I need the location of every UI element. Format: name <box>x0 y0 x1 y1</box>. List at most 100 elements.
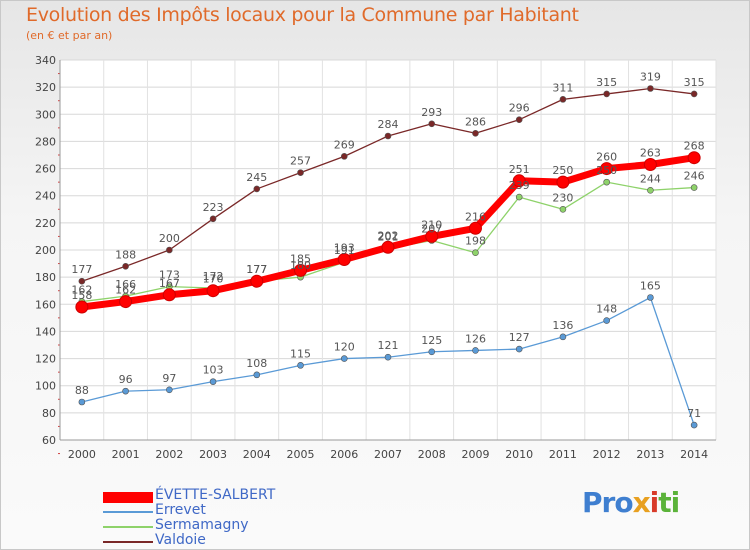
data-label: 177 <box>71 263 92 276</box>
data-label: 136 <box>552 319 573 332</box>
data-label: 126 <box>465 332 486 345</box>
brand-logo: Proxiti <box>582 486 680 519</box>
data-point <box>512 174 526 188</box>
data-label: 246 <box>684 170 705 183</box>
data-label: 108 <box>246 357 267 370</box>
y-tick-label: 120 <box>35 353 56 366</box>
data-label: 121 <box>378 339 399 352</box>
data-point <box>647 85 654 92</box>
data-point <box>472 249 479 257</box>
y-tick-label: 180 <box>35 271 56 284</box>
x-tick-label: 2008 <box>418 448 446 461</box>
data-label: 200 <box>159 232 180 245</box>
legend-label: ÉVETTE-SALBERT <box>155 487 276 503</box>
data-point <box>119 295 133 309</box>
legend-label: Errevet <box>155 502 206 518</box>
data-label: 230 <box>552 191 573 204</box>
data-point <box>559 333 567 341</box>
data-label: 162 <box>115 284 136 297</box>
data-label: 188 <box>115 248 136 261</box>
data-point <box>515 193 523 201</box>
data-label: 165 <box>640 280 661 293</box>
legend-label: Valdoie <box>155 532 206 548</box>
legend-swatch <box>103 526 153 528</box>
data-point <box>472 347 479 354</box>
data-label: 127 <box>509 331 530 344</box>
data-point <box>515 116 523 124</box>
data-label: 251 <box>509 163 530 176</box>
y-tick-label: 260 <box>35 163 56 176</box>
data-point <box>209 378 217 385</box>
data-label: 311 <box>552 81 573 94</box>
data-label: 103 <box>203 364 224 377</box>
data-label: 177 <box>246 263 267 276</box>
data-label: 170 <box>203 273 224 286</box>
y-tick-label: 80 <box>42 407 56 420</box>
data-label: 260 <box>596 151 617 164</box>
data-label: 120 <box>334 341 355 354</box>
y-tick-label: 240 <box>35 190 56 203</box>
x-tick-label: 2014 <box>680 448 708 461</box>
y-tick-label: 220 <box>35 217 56 230</box>
x-tick-label: 2009 <box>461 448 489 461</box>
data-label: 245 <box>246 171 267 184</box>
data-label: 71 <box>687 407 701 420</box>
series-group <box>75 85 701 429</box>
data-label: 180 <box>290 259 311 272</box>
data-label: 268 <box>684 140 705 153</box>
data-point <box>468 221 482 235</box>
data-point <box>559 205 567 213</box>
data-label: 202 <box>378 229 399 242</box>
data-point <box>603 317 610 324</box>
y-tick-label: 340 <box>35 54 56 67</box>
data-label: 185 <box>290 252 311 265</box>
data-point <box>297 169 304 176</box>
legend-swatch <box>103 511 153 513</box>
x-tick-label: 2012 <box>593 448 621 461</box>
y-tick-label: 280 <box>35 135 56 148</box>
data-label: 125 <box>421 334 442 347</box>
data-point <box>515 345 523 353</box>
data-label: 96 <box>119 373 133 386</box>
data-label: 319 <box>640 71 661 84</box>
data-point <box>340 355 348 362</box>
data-label: 177 <box>246 263 267 276</box>
data-label: 88 <box>75 384 89 397</box>
data-point <box>428 348 436 356</box>
data-point <box>559 96 567 103</box>
data-point <box>209 215 217 223</box>
data-label: 239 <box>509 179 530 192</box>
data-point <box>600 162 614 176</box>
data-point <box>162 288 176 302</box>
data-point <box>340 153 348 160</box>
chart-title: Evolution des Impôts locaux pour la Comm… <box>26 4 579 26</box>
data-label: 244 <box>640 172 661 185</box>
data-point <box>297 362 304 369</box>
data-label: 286 <box>465 115 486 128</box>
data-label: 257 <box>290 155 311 168</box>
axes: 60 80 100 120 140 160 180 200 220 240 260 280 300 320… <box>35 54 716 461</box>
data-point <box>78 277 86 285</box>
y-tick-label: 300 <box>35 108 56 121</box>
data-label: 172 <box>203 270 224 283</box>
data-point <box>250 274 264 288</box>
x-tick-label: 2007 <box>374 448 402 461</box>
data-point <box>122 387 129 395</box>
data-point <box>384 353 392 361</box>
y-tick-label: 320 <box>35 81 56 94</box>
y-tick-label: 200 <box>35 244 56 257</box>
data-point <box>381 240 395 254</box>
x-tick-label: 2002 <box>155 448 183 461</box>
data-point <box>425 229 439 243</box>
data-label: 315 <box>684 76 705 89</box>
x-tick-label: 2006 <box>330 448 358 461</box>
data-point <box>78 398 86 406</box>
data-point <box>647 186 654 194</box>
data-label: 115 <box>290 347 311 360</box>
data-label: 269 <box>334 138 355 151</box>
data-point <box>687 151 701 165</box>
data-label: 250 <box>596 164 617 177</box>
data-point <box>253 371 261 379</box>
y-tick-label: 100 <box>35 380 56 393</box>
